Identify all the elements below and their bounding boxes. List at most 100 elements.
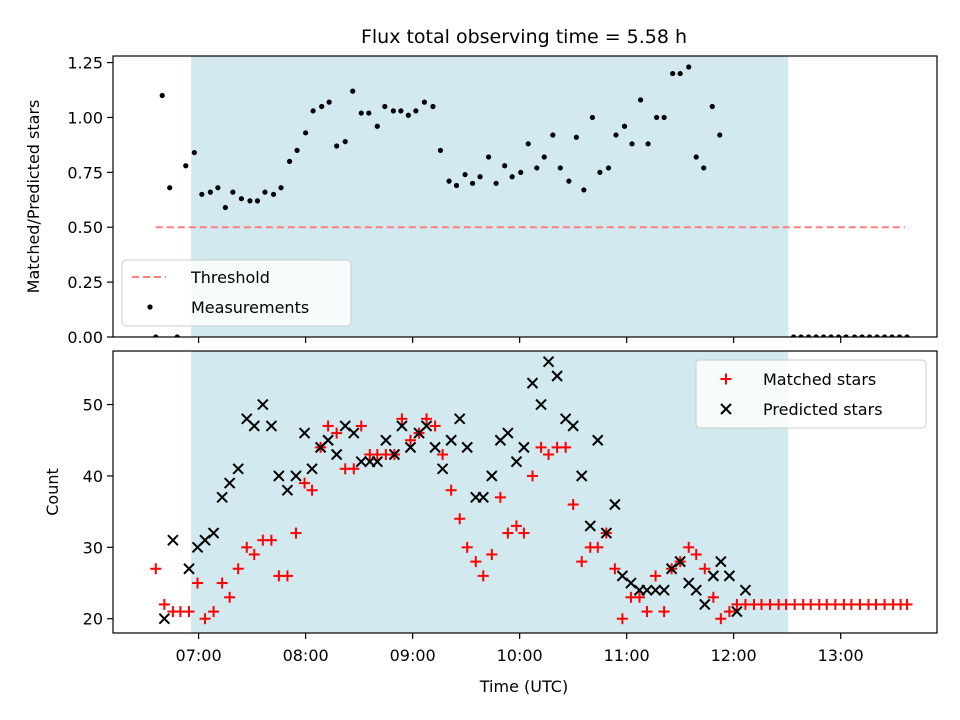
measurement-point (896, 334, 903, 337)
predicted-point (665, 563, 678, 575)
axes-frame (112, 350, 938, 634)
x-marker-b (330, 448, 343, 461)
measurement-point (398, 108, 404, 114)
series-plus (150, 413, 913, 625)
x-marker-b (715, 555, 727, 568)
matched-point (199, 613, 211, 625)
x-marker-b (257, 398, 269, 411)
x-marker-b (454, 413, 466, 425)
predicted-point (707, 570, 720, 582)
matched-point (348, 463, 360, 475)
predicted-point (723, 570, 736, 582)
x-marker-b (665, 563, 678, 575)
predicted-point (429, 441, 441, 454)
panel-bottom: 20 30 40 50 07:00 08:00 09:00 10:00 11:00 12:00 13… (43, 350, 938, 665)
predicted-point (576, 470, 588, 482)
measurement-point (421, 99, 428, 105)
series-dot (153, 64, 910, 337)
matched-point (560, 441, 572, 453)
x-axis-label: Time (UTC) (479, 677, 568, 696)
y-axis-label: Count (43, 468, 62, 516)
matched-point (322, 420, 334, 432)
measurement-point (477, 174, 483, 180)
predicted-point (371, 455, 384, 468)
matched-point (707, 591, 719, 603)
measurement-point (183, 163, 189, 169)
measurement-point (605, 165, 612, 171)
x-marker-b (616, 570, 629, 582)
measurement-point (852, 334, 858, 337)
measurement-point (199, 191, 205, 197)
y-tick-label: 1.00 (67, 108, 103, 127)
matched-point (494, 491, 506, 503)
predicted-point (567, 420, 579, 432)
x-marker-b (592, 434, 604, 446)
x-marker-b (576, 470, 588, 482)
legend-matched-swatch (720, 373, 732, 385)
x-marker-b (232, 463, 244, 475)
measurement-point (270, 191, 277, 197)
matched-point (526, 470, 538, 482)
measurement-point (525, 141, 531, 147)
x-marker-b (584, 520, 596, 532)
matched-point (690, 548, 702, 560)
x-marker-b (609, 498, 621, 511)
legend-predicted-label: Predicted stars (763, 400, 883, 419)
x-marker-b (720, 403, 732, 415)
predicted-point (167, 534, 179, 546)
measurement-point (222, 204, 228, 211)
x-marker-b (502, 427, 514, 439)
predicted-point (715, 555, 727, 568)
x-marker-b (731, 605, 743, 618)
measurement-point (534, 165, 540, 171)
y-tick-label: 40 (83, 467, 103, 486)
measurement-point (820, 334, 827, 337)
matched-point (609, 563, 621, 575)
predicted-point (731, 605, 743, 618)
x-marker-b (306, 463, 318, 475)
x-marker-b (551, 370, 563, 382)
series-x (158, 356, 752, 625)
y-tick-label: 0.00 (67, 328, 103, 347)
x-marker-b (388, 448, 401, 461)
predicted-point (600, 527, 613, 539)
x-marker-b (322, 434, 334, 446)
measurement-point (709, 103, 715, 110)
measurement-point (693, 154, 699, 160)
measurement-point (677, 70, 683, 77)
predicted-point (592, 434, 604, 446)
x-marker-b (445, 434, 457, 446)
predicted-point (518, 441, 530, 454)
x-marker-b (207, 527, 220, 539)
matched-point (241, 541, 253, 553)
plot-area (153, 64, 910, 337)
measurement-point (366, 110, 372, 116)
x-marker-b (683, 577, 695, 589)
matched-point (518, 527, 530, 539)
matched-point (192, 577, 204, 589)
predicted-point (388, 448, 401, 461)
x-marker-b (396, 420, 408, 432)
x-marker-b (690, 584, 702, 596)
x-marker-b (518, 441, 530, 454)
measurement-point (798, 334, 804, 337)
predicted-point (306, 463, 318, 475)
legend-measurements-swatch (147, 304, 153, 310)
predicted-point (445, 434, 457, 446)
observing-window-span (191, 351, 789, 633)
x-marker-b (674, 555, 686, 568)
measurement-point (462, 171, 468, 178)
matched-point (355, 420, 367, 432)
predicted-point (535, 398, 547, 411)
predicted-point (183, 563, 195, 575)
x-marker-b (535, 398, 547, 411)
predicted-point (526, 377, 539, 389)
x-marker-b (404, 441, 417, 454)
measurement-point (254, 198, 261, 204)
matched-point (299, 477, 311, 489)
matched-point (723, 606, 735, 618)
measurement-point (654, 114, 660, 121)
measurement-point (350, 88, 356, 94)
x-marker-b (723, 570, 736, 582)
